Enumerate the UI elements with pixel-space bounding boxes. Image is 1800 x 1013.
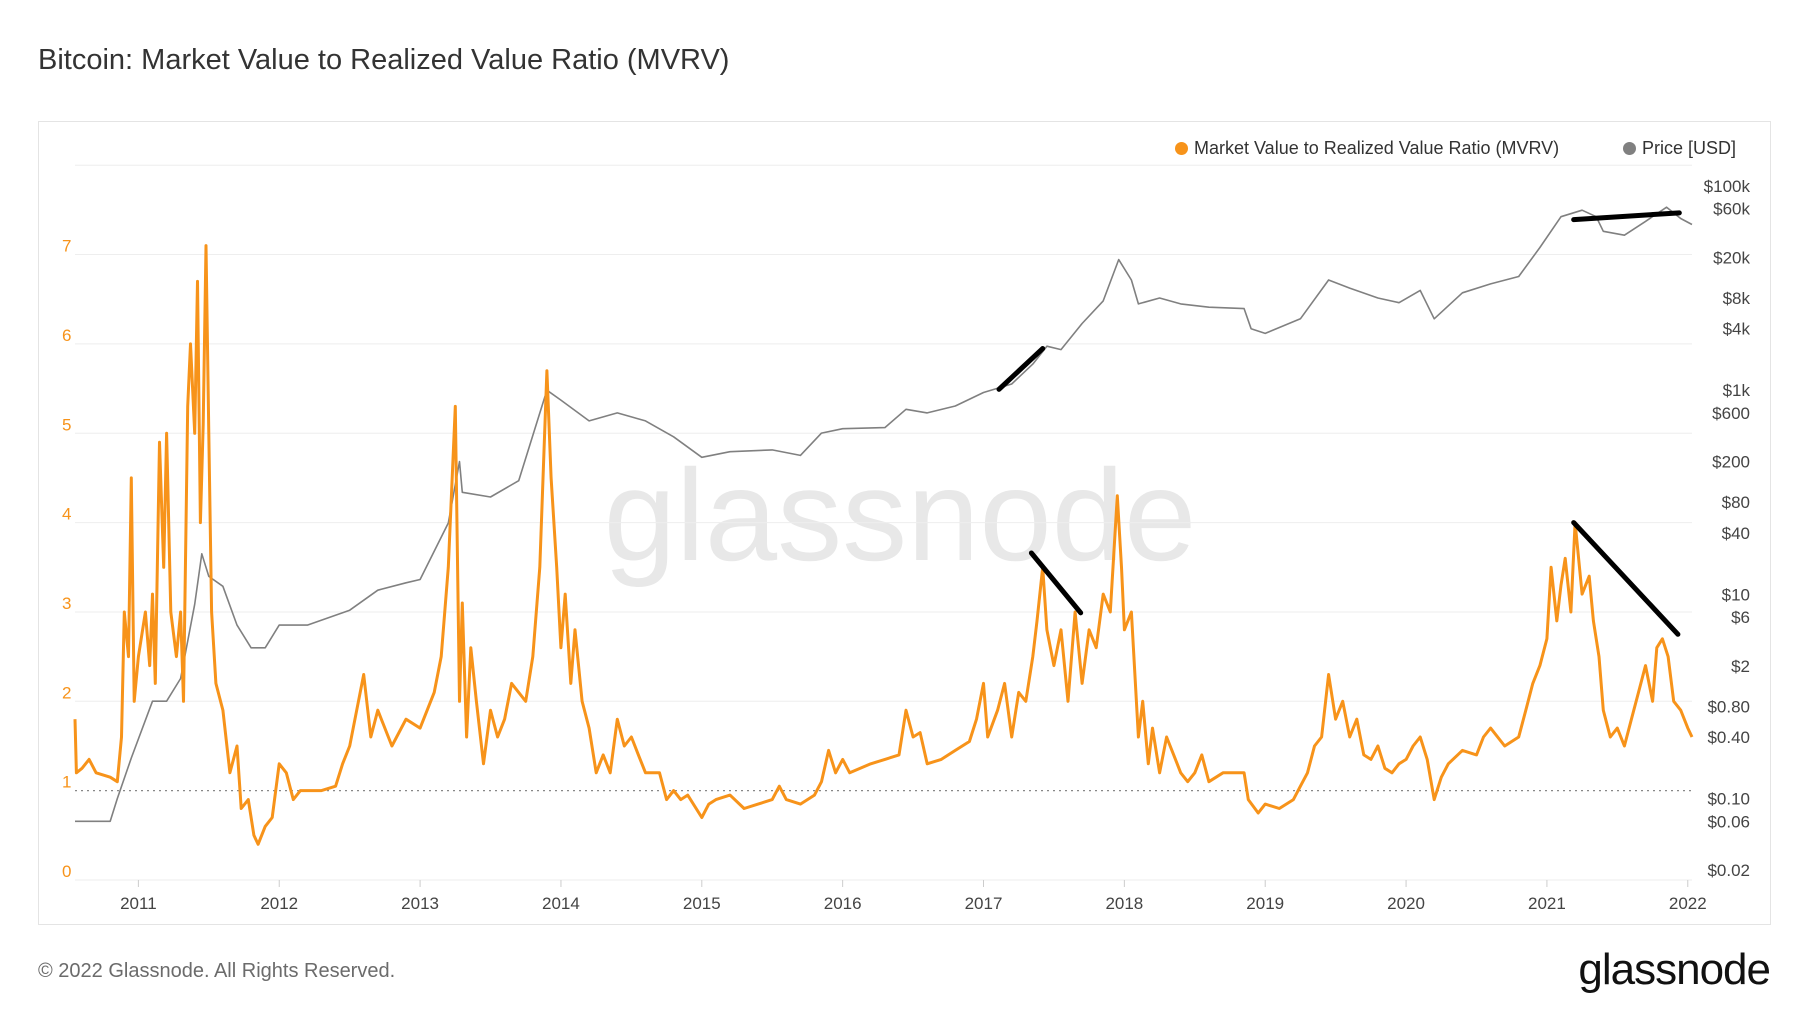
x-tick-label: 2015 <box>683 894 721 913</box>
right-tick-label: $100k <box>1704 177 1751 196</box>
mvrv-dot-icon <box>1175 142 1188 155</box>
right-tick-label: $0.06 <box>1707 812 1750 831</box>
chart-title: Bitcoin: Market Value to Realized Value … <box>38 44 730 76</box>
legend-label-price: Price [USD] <box>1642 138 1737 158</box>
right-tick-label: $60k <box>1713 200 1750 219</box>
x-tick-label: 2019 <box>1246 894 1284 913</box>
annotation-trendline <box>1571 210 1682 223</box>
right-tick-label: $0.80 <box>1707 697 1750 716</box>
x-tick-label: 2021 <box>1528 894 1566 913</box>
mvrv-series-line <box>73 244 1694 846</box>
legend-label-mvrv: Market Value to Realized Value Ratio (MV… <box>1194 138 1560 158</box>
right-tick-label: $0.40 <box>1707 728 1750 747</box>
left-tick-label: 3 <box>62 594 71 613</box>
left-tick-label: 1 <box>62 773 71 792</box>
chart-frame <box>38 121 1771 925</box>
right-tick-label: $600 <box>1712 404 1750 423</box>
right-tick-label: $2 <box>1731 657 1750 676</box>
left-tick-label: 0 <box>62 862 71 881</box>
right-tick-label: $20k <box>1713 248 1750 267</box>
x-tick-label: 2018 <box>1105 894 1143 913</box>
x-tick-label: 2012 <box>260 894 298 913</box>
annotation-trendline <box>996 346 1046 392</box>
left-tick-label: 5 <box>62 415 71 434</box>
right-tick-label: $8k <box>1723 289 1751 308</box>
x-tick-label: 2020 <box>1387 894 1425 913</box>
x-tick-label: 2022 <box>1669 894 1707 913</box>
right-tick-label: $10 <box>1722 585 1750 604</box>
right-tick-label: $40 <box>1722 524 1750 543</box>
left-tick-label: 2 <box>62 683 71 702</box>
copyright: © 2022 Glassnode. All Rights Reserved. <box>38 960 396 982</box>
right-tick-label: $1k <box>1723 381 1751 400</box>
right-tick-label: $200 <box>1712 453 1750 472</box>
price-series-line <box>75 206 1693 823</box>
right-tick-label: $6 <box>1731 608 1750 627</box>
legend-item-mvrv[interactable]: Market Value to Realized Value Ratio (MV… <box>1175 138 1559 159</box>
x-tick-label: 2017 <box>965 894 1003 913</box>
left-tick-label: 4 <box>62 505 71 524</box>
left-tick-label: 7 <box>62 237 71 256</box>
right-tick-label: $80 <box>1722 493 1750 512</box>
x-tick-label: 2016 <box>824 894 862 913</box>
right-tick-label: $4k <box>1723 320 1751 339</box>
glassnode-logo: glassnode <box>1578 945 1771 994</box>
x-tick-label: 2013 <box>401 894 439 913</box>
x-tick-label: 2011 <box>120 894 157 913</box>
legend-item-price[interactable]: Price [USD] <box>1623 138 1736 159</box>
annotation-trendline <box>1028 550 1084 616</box>
watermark: glassnode <box>604 442 1197 588</box>
right-tick-label: $0.02 <box>1707 861 1750 880</box>
price-dot-icon <box>1623 142 1636 155</box>
left-tick-label: 6 <box>62 326 71 345</box>
annotation-trendline <box>1571 520 1681 637</box>
right-tick-label: $0.10 <box>1707 790 1750 809</box>
x-tick-label: 2014 <box>542 894 580 913</box>
